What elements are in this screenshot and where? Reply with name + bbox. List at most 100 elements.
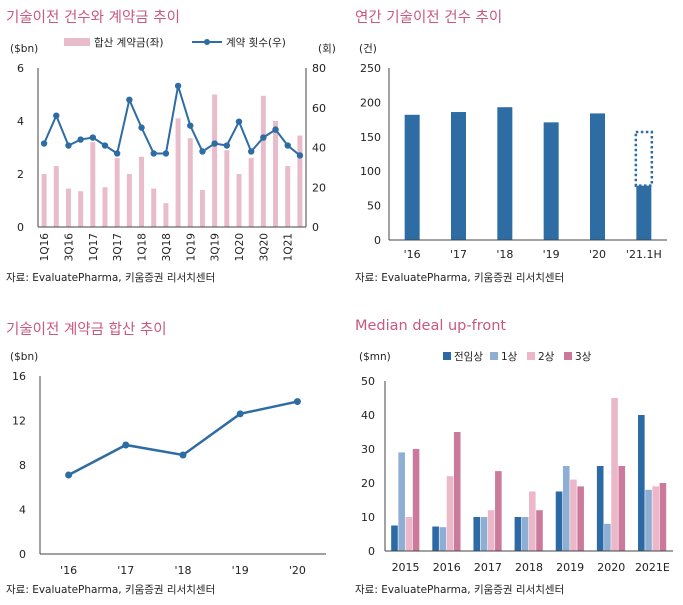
x-tick-label: 3Q20 bbox=[258, 233, 270, 261]
bar-2016-series-1 bbox=[439, 527, 447, 551]
point-upfront-'20 bbox=[293, 398, 301, 406]
y-tick-label: 100 bbox=[360, 165, 381, 178]
bar-upfront-3Q17 bbox=[114, 158, 120, 227]
bar-upfront-4Q16 bbox=[78, 191, 84, 227]
y-tick-label-left: 2 bbox=[17, 168, 24, 181]
x-tick-label: 1Q16 bbox=[39, 233, 51, 262]
chart-deals-and-upfront: ($bn) (회)합산 계약금(좌) 계약 횟수(우)02460204060801Q… bbox=[10, 37, 336, 262]
bar-2020-series-3 bbox=[618, 466, 626, 551]
bar-2017-series-0 bbox=[473, 517, 481, 551]
y-axis-unit: ($mn) bbox=[359, 351, 391, 363]
x-tick-label: 3Q16 bbox=[63, 233, 75, 262]
bar-2016-series-0 bbox=[432, 526, 439, 551]
point-upfront-'19 bbox=[236, 410, 244, 418]
bar-upfront-2Q18 bbox=[151, 188, 157, 227]
source-note: 자료: EvaluatePharma, 키움증권 리서치센터 bbox=[6, 272, 216, 284]
point-deal-count-2Q18 bbox=[150, 150, 157, 157]
x-tick-label: '19 bbox=[543, 248, 560, 261]
bar-upfront-1Q18 bbox=[139, 156, 145, 227]
point-deal-count-2Q17 bbox=[101, 142, 109, 149]
bar-upfront-2Q16 bbox=[53, 166, 59, 227]
y-tick-label: 250 bbox=[360, 62, 381, 75]
x-tick-label: 1Q18 bbox=[137, 233, 149, 261]
x-tick-label: '17 bbox=[450, 248, 467, 261]
chart-title: Median deal up-front bbox=[355, 318, 507, 334]
x-tick-label: 2021E bbox=[635, 561, 670, 574]
source-note: 자료: EvaluatePharma, 키움증권 리서치센터 bbox=[355, 272, 565, 284]
x-tick-label: '16 bbox=[60, 564, 77, 577]
point-deal-count-2Q21 bbox=[296, 152, 304, 159]
y-tick-label: 0 bbox=[368, 545, 375, 558]
x-tick-label: '20 bbox=[589, 248, 606, 261]
y-tick-label-left: 0 bbox=[17, 221, 24, 234]
bar-2021E-series-3 bbox=[659, 483, 667, 551]
point-upfront-'16 bbox=[65, 471, 73, 479]
x-tick-label: 1Q20 bbox=[234, 233, 246, 261]
legend-label-3: 3상 bbox=[575, 351, 592, 363]
bar-upfront-3Q16 bbox=[65, 188, 71, 227]
point-deal-count-2Q16 bbox=[53, 112, 60, 119]
x-tick-label: 2017 bbox=[474, 561, 502, 574]
x-tick-label: 3Q19 bbox=[210, 233, 222, 261]
bar-'19 bbox=[543, 122, 559, 240]
y-tick-label-right: 40 bbox=[312, 142, 326, 155]
chart-title: 연간 기술이전 건수 추이 bbox=[355, 10, 503, 26]
bar-'18 bbox=[497, 107, 513, 240]
bar-2017-series-1 bbox=[480, 517, 488, 551]
y-tick-label: 200 bbox=[360, 96, 381, 109]
y-tick-label-left: 4 bbox=[17, 115, 24, 128]
x-tick-label: 2019 bbox=[556, 561, 584, 574]
panel-deals-and-upfront: 기술이전 건수와 계약금 추이 ($bn) (회) 합산 계약금(좌) 계약 횟수(우… bbox=[6, 6, 336, 291]
x-tick-label: 2020 bbox=[597, 561, 625, 574]
point-deal-count-1Q19 bbox=[187, 122, 194, 129]
point-deal-count-4Q20 bbox=[272, 126, 279, 133]
x-tick-label: '18 bbox=[496, 248, 513, 261]
bar-2020-series-1 bbox=[604, 523, 611, 551]
legend-label-line: 계약 횟수(우) bbox=[226, 37, 286, 49]
y-tick-label: 20 bbox=[361, 477, 375, 490]
bar-2019-series-1 bbox=[562, 466, 570, 551]
x-tick-label: 2015 bbox=[392, 561, 420, 574]
bar-2017-series-2 bbox=[487, 510, 495, 551]
point-deal-count-3Q18 bbox=[162, 150, 170, 157]
bar-2016-series-3 bbox=[453, 432, 461, 551]
chart-title: 기술이전 계약금 합산 추이 bbox=[6, 322, 167, 338]
y-tick-label: 150 bbox=[360, 131, 381, 144]
bar-'16 bbox=[404, 114, 420, 240]
y-tick-label-right: 0 bbox=[312, 221, 319, 234]
bar-2015-series-3 bbox=[412, 449, 420, 551]
bar-2015-series-1 bbox=[398, 452, 405, 551]
y-tick-label: 12 bbox=[12, 415, 26, 428]
point-deal-count-1Q17 bbox=[89, 134, 97, 141]
source-note: 자료: EvaluatePharma, 키움증권 리서치센터 bbox=[355, 584, 565, 596]
y-tick-label: 8 bbox=[19, 459, 26, 472]
point-upfront-'18 bbox=[179, 451, 187, 459]
panel-upfront-total: 기술이전 계약금 합산 추이 ($bn) 0 4 8 12 16 '16 '17 '18 '19 '… bbox=[6, 318, 336, 603]
bar-upfront-4Q20 bbox=[273, 121, 279, 227]
bar-upfront-1Q21 bbox=[285, 166, 291, 227]
x-tick-label: '17 bbox=[117, 564, 134, 577]
point-upfront-'17 bbox=[122, 441, 130, 449]
bar-2018-series-0 bbox=[514, 517, 522, 551]
bar-upfront-2Q21 bbox=[297, 135, 303, 227]
legend-swatch-0 bbox=[443, 352, 451, 360]
point-deal-count-4Q19 bbox=[223, 142, 231, 149]
y-tick-label-right: 80 bbox=[312, 62, 326, 75]
chart-upfront-total: ($bn) 0 4 8 12 16 '16 '17 '18 '19 '20 bbox=[10, 351, 326, 577]
bar-'21.1H bbox=[636, 185, 652, 240]
bar-2018-series-3 bbox=[536, 510, 543, 551]
bar-upfront-1Q20 bbox=[236, 174, 242, 227]
bar-upfront-1Q17 bbox=[90, 142, 96, 227]
legend-label-1: 1상 bbox=[501, 351, 518, 363]
bar-2020-series-2 bbox=[611, 398, 618, 551]
legend-label-bar: 합산 계약금(좌) bbox=[94, 37, 164, 49]
bar-upfront-2Q20 bbox=[248, 158, 254, 227]
x-tick-label: 2018 bbox=[515, 561, 543, 574]
bar-upfront-4Q19 bbox=[224, 150, 230, 227]
point-deal-count-2Q19 bbox=[199, 148, 206, 155]
bar-2021E-series-1 bbox=[645, 489, 652, 551]
x-tick-label: '18 bbox=[174, 564, 191, 577]
bar-2016-series-2 bbox=[446, 476, 454, 551]
bar-upfront-1Q16 bbox=[41, 174, 47, 227]
y-tick-label: 50 bbox=[367, 200, 381, 213]
